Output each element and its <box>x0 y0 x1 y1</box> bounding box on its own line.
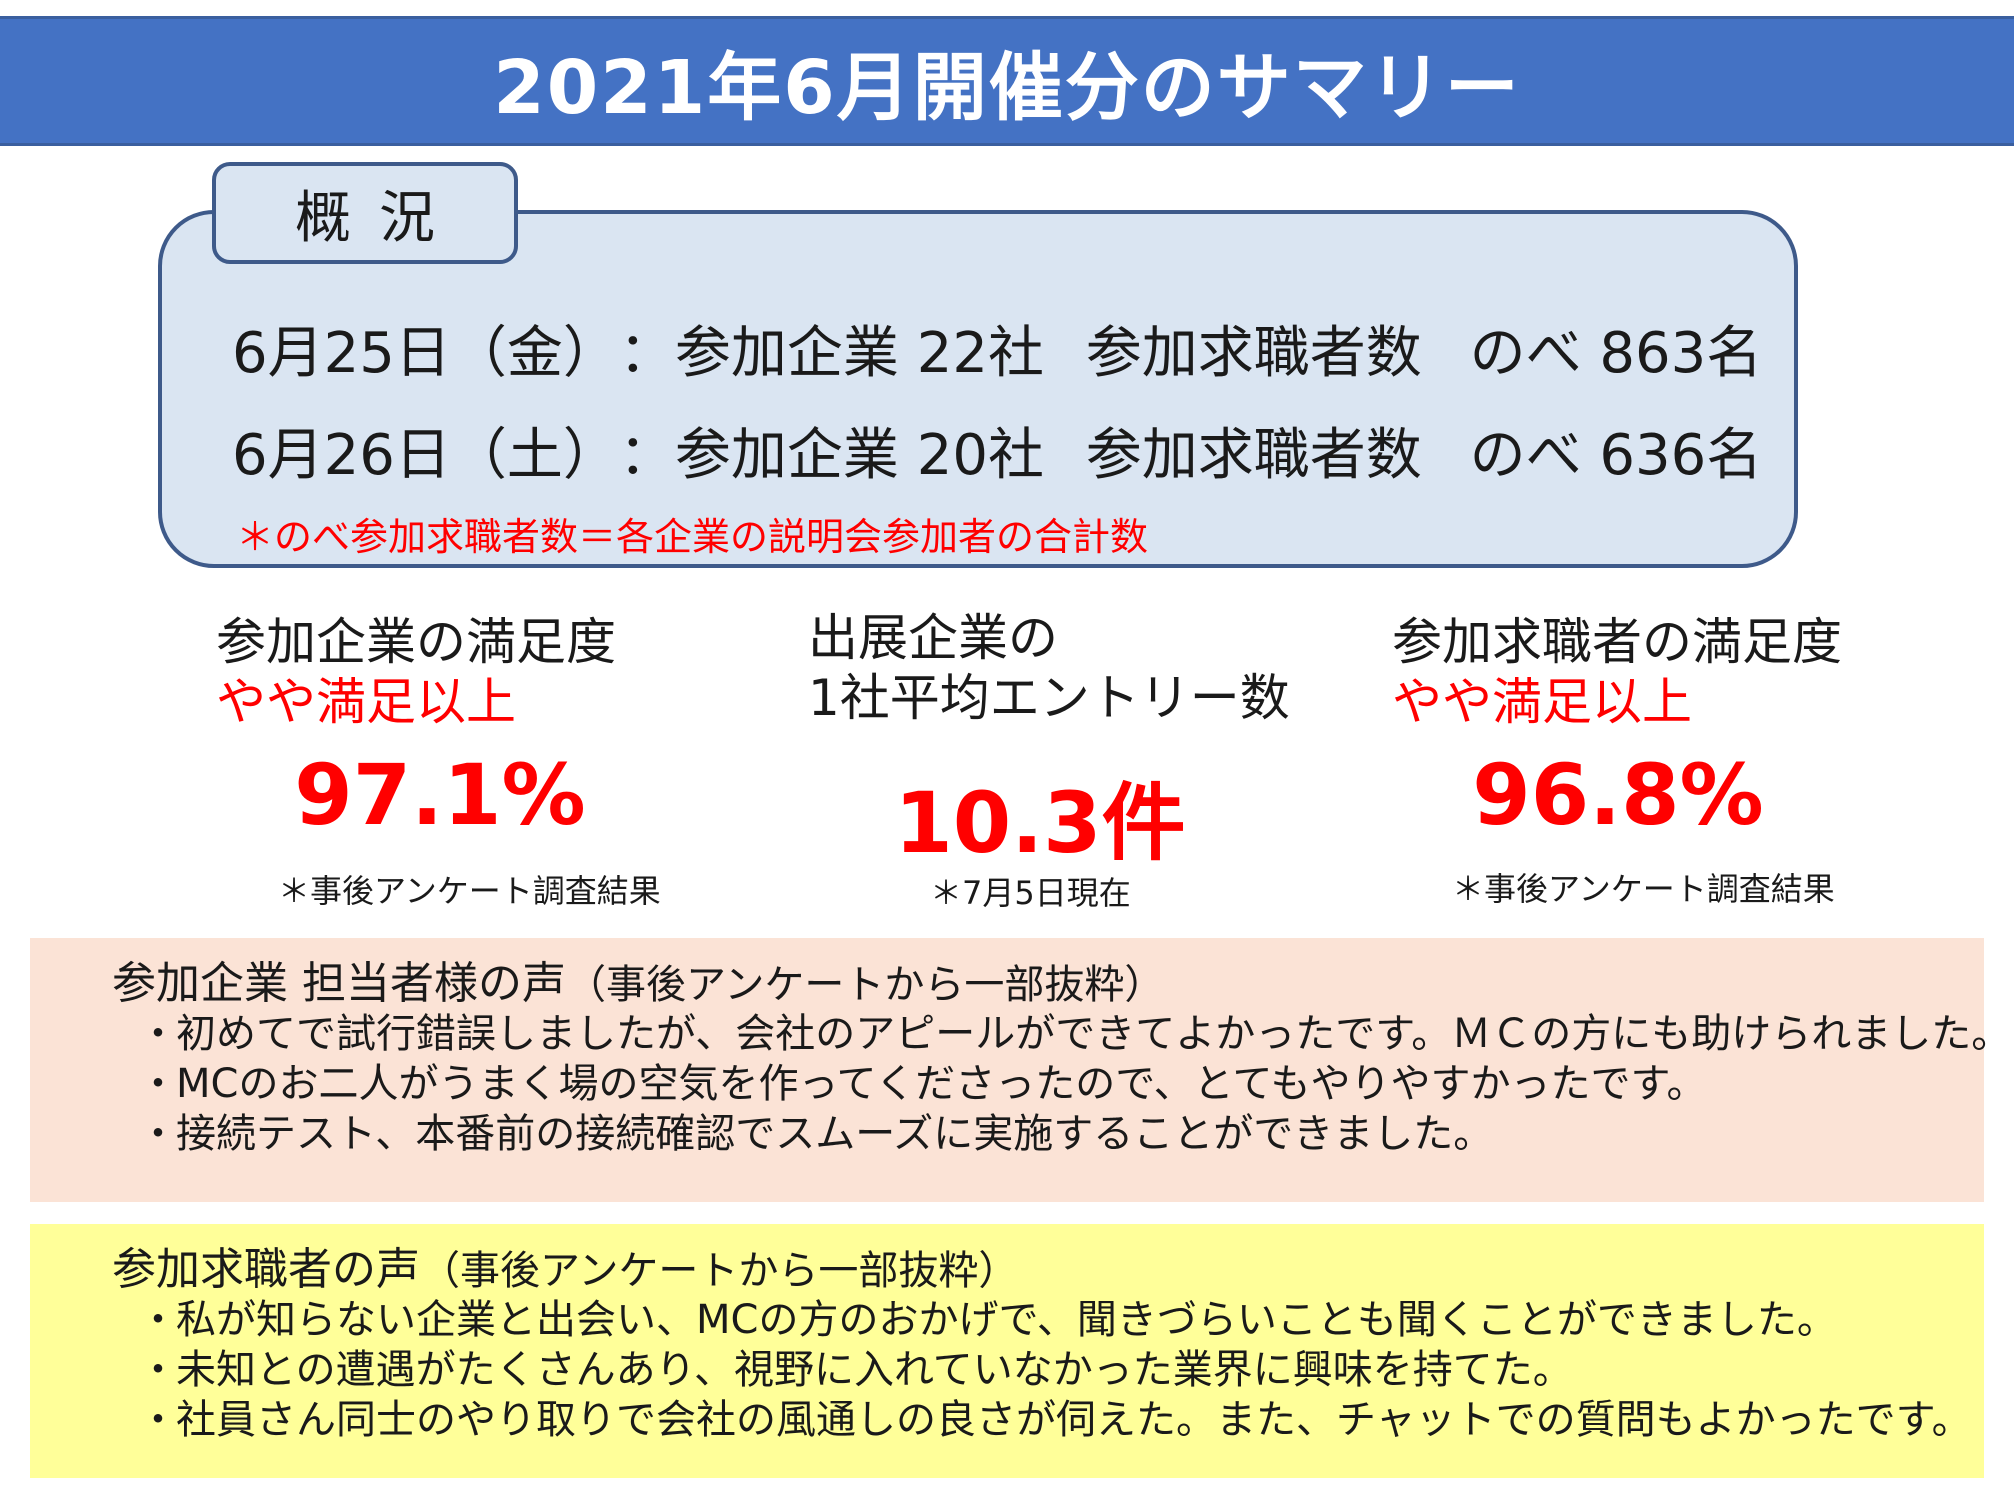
metric-sub: やや満足以上 <box>1392 673 1692 731</box>
list-item-text: MCのお二人がうまく場の空気を作ってくださったので、とてもやりやすかったです。 <box>176 1061 1707 1107</box>
overview-note: ＊のべ参加求職者数＝各企業の説明会参加者の合計数 <box>236 515 1149 559</box>
overview-tab-label: 概況 <box>295 185 463 251</box>
list-item: ・社員さん同士のやり取りで会社の風通しの良さが伺えた。また、チャットでの質問もよ… <box>138 1395 1984 1445</box>
voice-title-main: 参加求職者の声 <box>112 1244 420 1295</box>
overview-tab: 概況 <box>212 162 518 264</box>
metric-seeker-satisfaction: 参加求職者の満足度 やや満足以上 <box>1392 612 1842 732</box>
list-item: ・初めてで試行錯誤しましたが、会社のアピールができてよかったです。ＭＣの方にも助… <box>138 1009 2011 1059</box>
list-item: ・私が知らない企業と出会い、MCの方のおかげで、聞きづらいことも聞くことができま… <box>138 1295 1984 1345</box>
row-sep: ： <box>618 321 675 386</box>
row-seekers: 参加求職者数 <box>1085 423 1422 488</box>
row-sep: ： <box>618 423 675 488</box>
metric-label: 出展企業の <box>808 609 1058 667</box>
bullet-icon: ・ <box>138 1397 178 1443</box>
row-date: 6月25日（金） <box>232 321 619 386</box>
list-item: ・接続テスト、本番前の接続確認でスムーズに実施することができました。 <box>138 1109 1984 1159</box>
overview-panel <box>158 210 1798 568</box>
metric-label-2: 1社平均エントリー数 <box>808 669 1290 727</box>
metric-value: 96.8% <box>1472 746 1764 844</box>
metric-average-entries: 出展企業の 1社平均エントリー数 <box>808 608 1290 728</box>
metric-sub: やや満足以上 <box>216 673 516 731</box>
metric-value: 97.1% <box>294 746 586 844</box>
metric-note: ＊事後アンケート調査結果 <box>1452 870 1835 908</box>
list-item-text: 社員さん同士のやり取りで会社の風通しの良さが伺えた。また、チャットでの質問もよか… <box>176 1397 1972 1443</box>
bullet-icon: ・ <box>138 1111 178 1157</box>
company-voice-panel: 参加企業 担当者様の声（事後アンケートから一部抜粋） ・初めてで試行錯誤しました… <box>30 938 2011 1202</box>
page-title: 2021年6月開催分のサマリー <box>493 44 1521 131</box>
seeker-voice-title: 参加求職者の声（事後アンケートから一部抜粋） <box>112 1246 1984 1295</box>
voice-title-main: 参加企業 担当者様の声 <box>112 958 566 1009</box>
bullet-icon: ・ <box>138 1347 178 1393</box>
company-voice-title: 参加企業 担当者様の声（事後アンケートから一部抜粋） <box>112 960 1984 1009</box>
list-item-text: 接続テスト、本番前の接続確認でスムーズに実施することができました。 <box>176 1111 1494 1157</box>
seeker-voice-panel: 参加求職者の声（事後アンケートから一部抜粋） ・私が知らない企業と出会い、MCの… <box>30 1224 1984 1478</box>
row-total: のべ 863名 <box>1469 321 1763 386</box>
bullet-icon: ・ <box>138 1011 178 1057</box>
metric-label: 参加企業の満足度 <box>216 613 616 671</box>
list-item-text: 未知との遭遇がたくさんあり、視野に入れていなかった業界に興味を持てた。 <box>176 1347 1573 1393</box>
overview-row: 6月25日（金）：参加企業 22社 参加求職者数 のべ 863名 <box>232 308 1762 389</box>
list-item: ・未知との遭遇がたくさんあり、視野に入れていなかった業界に興味を持てた。 <box>138 1345 1984 1395</box>
row-seekers: 参加求職者数 <box>1085 321 1422 386</box>
bullet-icon: ・ <box>138 1061 178 1107</box>
overview-row: 6月26日（土）：参加企業 20社 参加求職者数 のべ 636名 <box>232 410 1762 491</box>
list-item: ・MCのお二人がうまく場の空気を作ってくださったので、とてもやりやすかったです。 <box>138 1059 1984 1109</box>
metric-label: 参加求職者の満足度 <box>1392 613 1842 671</box>
list-item-text: 初めてで試行錯誤しましたが、会社のアピールができてよかったです。ＭＣの方にも助け… <box>176 1011 2012 1057</box>
metric-note: ＊7月5日現在 <box>930 874 1131 912</box>
row-date: 6月26日（土） <box>232 423 619 488</box>
metric-note: ＊事後アンケート調査結果 <box>278 872 661 910</box>
row-companies: 参加企業 22社 <box>674 321 1044 386</box>
voice-title-suffix: （事後アンケートから一部抜粋） <box>420 1248 1019 1294</box>
list-item-text: 私が知らない企業と出会い、MCの方のおかげで、聞きづらいことも聞くことができまし… <box>176 1297 1837 1343</box>
voice-title-suffix: （事後アンケートから一部抜粋） <box>566 962 1165 1008</box>
metric-company-satisfaction: 参加企業の満足度 やや満足以上 <box>216 612 616 732</box>
title-bar: 2021年6月開催分のサマリー <box>0 16 2014 146</box>
bullet-icon: ・ <box>138 1297 178 1343</box>
row-companies: 参加企業 20社 <box>674 423 1044 488</box>
metric-value: 10.3件 <box>894 774 1186 872</box>
row-total: のべ 636名 <box>1469 423 1763 488</box>
